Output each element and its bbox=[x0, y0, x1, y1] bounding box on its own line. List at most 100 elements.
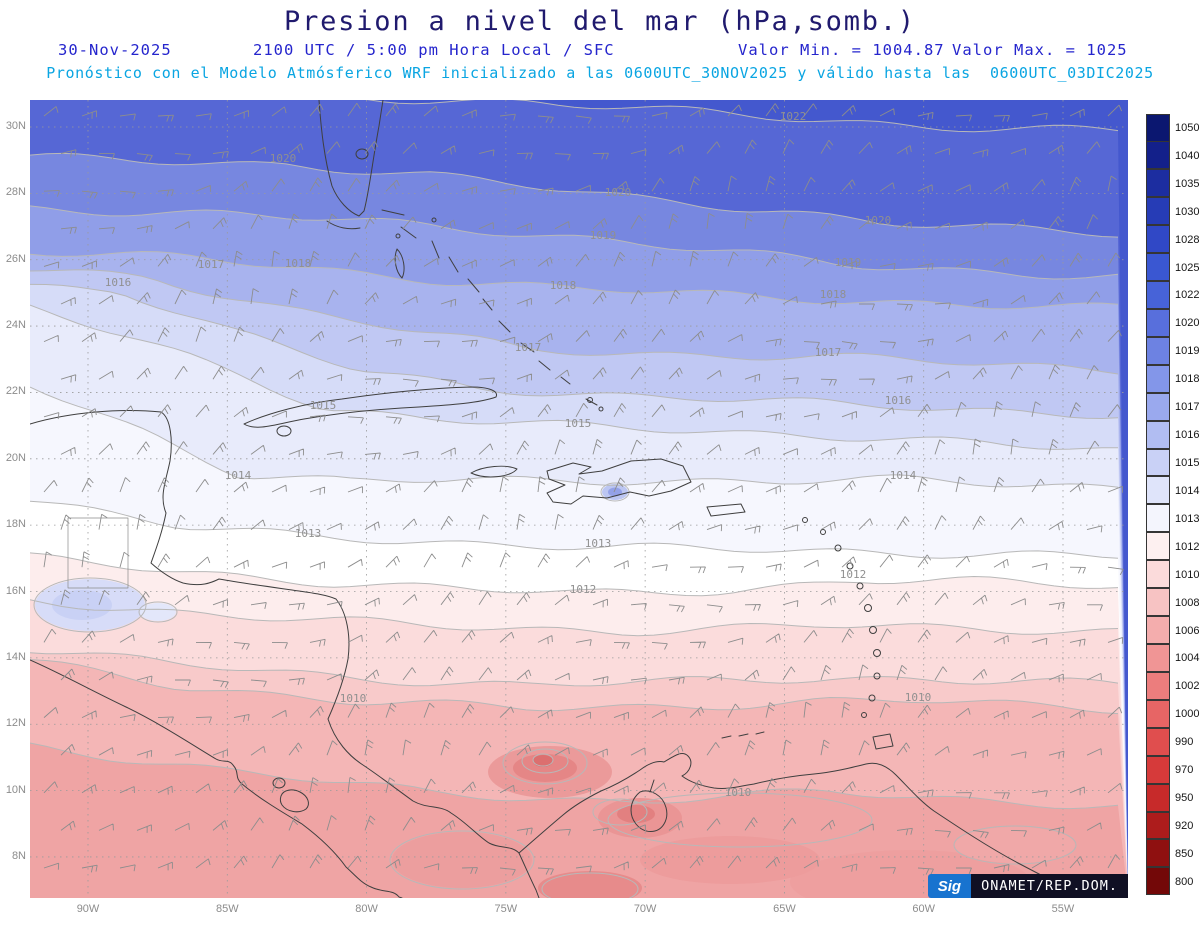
map-area: 1022 1020 1020 1020 1019 1019 1018 1018 1018 1017… bbox=[30, 100, 1128, 898]
valid-time: 2100 UTC / 5:00 pm Hora Local / SFC bbox=[253, 41, 615, 59]
lon-label: 80W bbox=[355, 903, 378, 915]
coastlines bbox=[30, 100, 1089, 898]
colorbar-swatch bbox=[1146, 308, 1170, 337]
colorbar-entry: 1012 bbox=[1146, 532, 1200, 561]
lat-label: 26N bbox=[5, 252, 26, 265]
colorbar-entry: 1002 bbox=[1146, 671, 1200, 700]
colorbar-value: 1030 bbox=[1175, 205, 1200, 218]
contour-lines bbox=[30, 100, 1119, 898]
value-min-label: Valor Min. = 1004.87 bbox=[738, 41, 945, 59]
colorbar-swatch bbox=[1146, 839, 1170, 868]
colorbar-entry: 1004 bbox=[1146, 644, 1200, 673]
lat-label: 16N bbox=[5, 584, 26, 597]
colorbar-swatch bbox=[1146, 169, 1170, 198]
gridlines bbox=[30, 100, 1128, 898]
contour-label: 1018 bbox=[550, 279, 577, 292]
colorbar-entry: 990 bbox=[1146, 727, 1199, 756]
colorbar-swatch bbox=[1146, 783, 1170, 812]
colorbar-entry: 1030 bbox=[1146, 197, 1200, 226]
contour-label: 1010 bbox=[725, 786, 752, 799]
lat-label: 8N bbox=[11, 849, 26, 862]
colorbar-value: 1050 bbox=[1175, 121, 1200, 134]
lon-label: 85W bbox=[215, 903, 239, 915]
lat-label: 20N bbox=[5, 451, 26, 464]
colorbar-entry: 1010 bbox=[1146, 560, 1200, 589]
longitude-axis: 90W 85W 80W 75W 70W 65W 60W 55W bbox=[0, 903, 1200, 923]
contour-label: 1019 bbox=[590, 229, 617, 242]
colorbar-swatch bbox=[1146, 755, 1170, 784]
colorbar-value: 1015 bbox=[1175, 457, 1200, 470]
colorbar-swatch bbox=[1146, 811, 1170, 840]
colorbar-entry: 1008 bbox=[1146, 588, 1199, 617]
colorbar-entry: 1028 bbox=[1146, 225, 1200, 254]
colorbar-value: 1012 bbox=[1175, 540, 1200, 553]
colorbar-swatch bbox=[1146, 560, 1170, 589]
valid-date: 30-Nov-2025 bbox=[58, 41, 172, 59]
pressure-map: 1022 1020 1020 1020 1019 1019 1018 1018 1018 1017… bbox=[30, 100, 1128, 898]
colorbar-value: 1020 bbox=[1175, 317, 1200, 330]
colorbar-swatch bbox=[1146, 504, 1170, 533]
colorbar-swatch bbox=[1146, 616, 1170, 645]
lat-label: 18N bbox=[5, 518, 26, 531]
colorbar-value: 1028 bbox=[1175, 233, 1200, 246]
contour-label: 1015 bbox=[565, 417, 592, 430]
colorbar: 1050 1040 1035 1030 1028 1025 1022 1020 1019 1018… bbox=[1146, 114, 1199, 896]
colorbar-value: 1010 bbox=[1175, 568, 1200, 581]
contour-label: 1016 bbox=[885, 394, 912, 407]
colorbar-entry: 1000 bbox=[1146, 699, 1200, 728]
colorbar-swatch bbox=[1146, 644, 1170, 672]
contour-label: 1013 bbox=[585, 537, 612, 550]
contour-label: 1018 bbox=[820, 288, 847, 301]
colorbar-value: 1000 bbox=[1175, 708, 1200, 721]
colorbar-value: 850 bbox=[1175, 847, 1194, 860]
colorbar-swatch bbox=[1146, 588, 1170, 617]
colorbar-value: 970 bbox=[1175, 764, 1194, 777]
contour-label: 1013 bbox=[295, 527, 322, 540]
lat-label: 24N bbox=[5, 319, 26, 332]
forecast-description: Pronóstico con el Modelo Atmósferico WRF… bbox=[46, 64, 1154, 82]
lon-label: 90W bbox=[76, 903, 100, 915]
colorbar-value: 1035 bbox=[1175, 177, 1200, 190]
colorbar-value: 1014 bbox=[1175, 484, 1200, 497]
colorbar-entry: 1014 bbox=[1146, 476, 1200, 505]
colorbar-entry: 1013 bbox=[1146, 504, 1199, 533]
colorbar-value: 1002 bbox=[1175, 680, 1200, 693]
colorbar-swatch bbox=[1146, 867, 1170, 896]
sig-logo: Sig bbox=[927, 874, 972, 898]
contour-label: 1018 bbox=[285, 257, 312, 270]
lon-label: 60W bbox=[912, 903, 936, 915]
lon-label: 55W bbox=[1051, 903, 1075, 915]
lat-label: 10N bbox=[5, 783, 26, 796]
contour-label: 1014 bbox=[890, 469, 917, 482]
contour-label: 1022 bbox=[780, 110, 807, 123]
colorbar-value: 1040 bbox=[1175, 149, 1200, 162]
colorbar-entry: 1006 bbox=[1146, 616, 1200, 645]
colorbar-entry: 1050 bbox=[1146, 114, 1199, 142]
lon-label: 70W bbox=[633, 903, 657, 915]
contour-label: 1010 bbox=[905, 691, 932, 704]
lat-label: 14N bbox=[5, 650, 26, 663]
contour-label: 1019 bbox=[835, 256, 862, 269]
contour-labels: 1022 1020 1020 1020 1019 1019 1018 1018 1018 1017… bbox=[105, 110, 932, 799]
contour-label: 1012 bbox=[570, 583, 597, 596]
contour-label: 1017 bbox=[198, 258, 225, 271]
contour-label: 1017 bbox=[515, 341, 542, 354]
colorbar-swatch bbox=[1146, 727, 1170, 756]
colorbar-swatch bbox=[1146, 532, 1170, 561]
colorbar-value: 1006 bbox=[1175, 624, 1200, 637]
colorbar-entry: 1018 bbox=[1146, 364, 1199, 393]
colorbar-swatch bbox=[1146, 281, 1170, 309]
colorbar-entry: 1040 bbox=[1146, 141, 1200, 170]
lon-label: 65W bbox=[773, 903, 796, 915]
latitude-axis: 30N 28N 26N 24N 22N 20N 18N 16N 14N 12N 10N 8N bbox=[0, 0, 28, 927]
colorbar-entry: 1019 bbox=[1146, 336, 1199, 365]
lat-label: 30N bbox=[5, 120, 26, 132]
lat-label: 22N bbox=[5, 385, 26, 398]
colorbar-entry: 1022 bbox=[1146, 281, 1200, 310]
agency-label: ONAMET/REP.DOM. bbox=[971, 874, 1128, 898]
colorbar-value: 1022 bbox=[1175, 289, 1200, 302]
colorbar-value: 1004 bbox=[1175, 652, 1200, 665]
colorbar-value: 1016 bbox=[1175, 429, 1200, 442]
colorbar-entry: 1017 bbox=[1146, 392, 1199, 421]
watermark: Sig ONAMET/REP.DOM. bbox=[927, 874, 1128, 898]
